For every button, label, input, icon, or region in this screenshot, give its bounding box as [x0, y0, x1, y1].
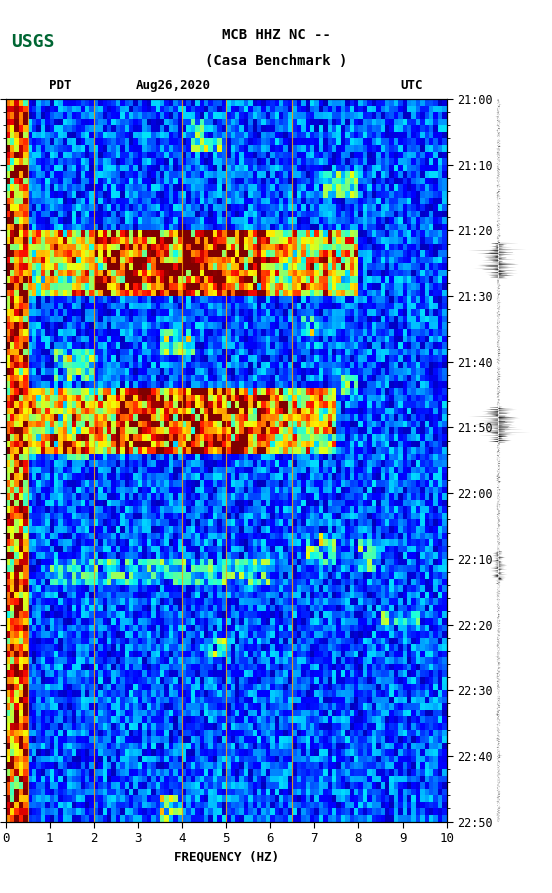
Text: (Casa Benchmark ): (Casa Benchmark )	[205, 54, 347, 68]
Text: Aug26,2020: Aug26,2020	[135, 79, 210, 92]
Text: UTC: UTC	[400, 79, 423, 92]
Text: USGS: USGS	[11, 32, 55, 51]
X-axis label: FREQUENCY (HZ): FREQUENCY (HZ)	[174, 850, 279, 864]
Text: PDT: PDT	[49, 79, 71, 92]
Text: MCB HHZ NC --: MCB HHZ NC --	[221, 29, 331, 42]
